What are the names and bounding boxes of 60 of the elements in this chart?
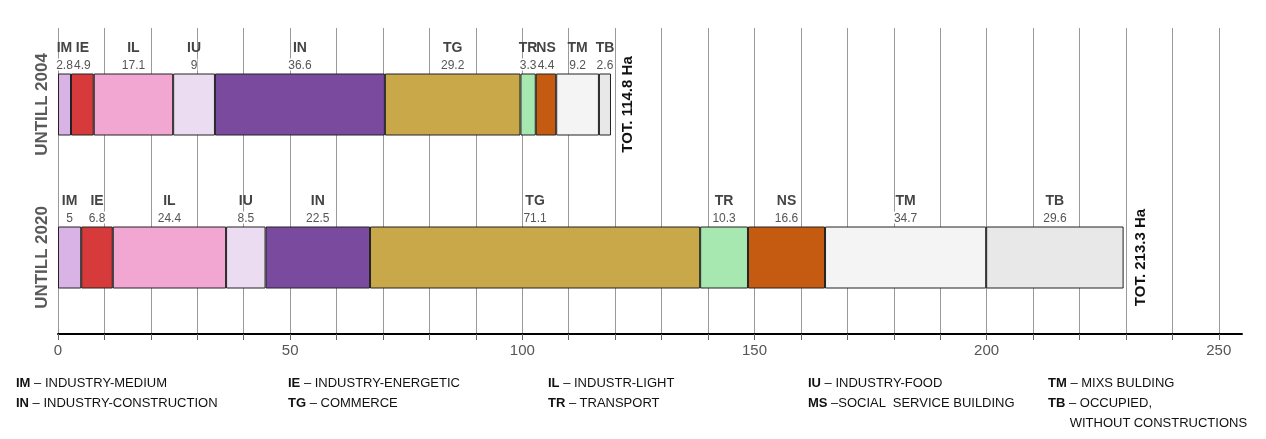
text: TM bbox=[895, 191, 916, 208]
text: IN bbox=[310, 191, 325, 208]
annotation: TOT. 114.8 Ha bbox=[618, 55, 636, 153]
data-label: 2.6 bbox=[596, 57, 614, 72]
series-label: TG bbox=[442, 38, 463, 55]
x-tick-label: 0 bbox=[53, 341, 63, 358]
x-tick-label: 250 bbox=[1206, 341, 1232, 358]
text: IM bbox=[56, 38, 73, 55]
text: TR – TRANSPORT bbox=[548, 394, 660, 410]
x-tick-label: 100 bbox=[509, 341, 535, 358]
series-label: IL bbox=[127, 38, 141, 55]
text: IL – INDUSTR-LIGHT bbox=[548, 374, 675, 390]
text: TG – COMMERCE bbox=[288, 394, 399, 410]
text: IM – INDUSTRY-MEDIUM bbox=[16, 374, 167, 390]
data-label: 4.9 bbox=[74, 57, 92, 72]
text: TB – OCCUPIED, WITHOUT CONSTRUCTIONS bbox=[1048, 394, 1248, 430]
text: IL bbox=[163, 191, 176, 208]
data-label: 6.8 bbox=[88, 210, 106, 225]
data-label: 9.2 bbox=[569, 57, 587, 72]
series-label: TB bbox=[1045, 191, 1065, 208]
annotation: TOT. 213.3 Ha bbox=[1131, 208, 1149, 307]
data-label: 17.1 bbox=[121, 57, 146, 72]
text: IN – INDUSTRY-CONSTRUCTION bbox=[16, 394, 218, 410]
data-label: 8.5 bbox=[237, 210, 255, 225]
data-label: 16.6 bbox=[774, 210, 799, 225]
data-label: 34.7 bbox=[893, 210, 918, 225]
series-label: IM bbox=[61, 191, 78, 208]
text: TM – MIXS BULDING bbox=[1048, 374, 1175, 390]
series-label: IN bbox=[292, 38, 307, 55]
series-label: NS bbox=[776, 191, 797, 208]
data-label: 3.3 bbox=[519, 57, 537, 72]
x-tick-label: 50 bbox=[281, 341, 299, 358]
series-label: IU bbox=[187, 38, 202, 55]
series-label: TR bbox=[714, 191, 734, 208]
x-tick-label: 200 bbox=[974, 341, 1000, 358]
text: TG bbox=[525, 191, 545, 208]
data-label: 24.4 bbox=[157, 210, 182, 225]
data-label: 2.8 bbox=[56, 57, 74, 72]
y-tick-label: UNTILL 2004 bbox=[32, 52, 51, 156]
series-label: TM bbox=[567, 38, 588, 55]
data-label: 4.4 bbox=[537, 57, 555, 72]
text: IU bbox=[238, 191, 253, 208]
text: NS bbox=[536, 38, 556, 55]
text: IE bbox=[90, 191, 104, 208]
data-label: 5 bbox=[66, 210, 74, 225]
data-label: 71.1 bbox=[523, 210, 548, 225]
series-label: IE bbox=[75, 38, 89, 55]
data-label: 36.6 bbox=[288, 57, 312, 72]
text: TR bbox=[518, 38, 538, 55]
text: MS –SOCIAL SERVICE BUILDING bbox=[808, 394, 1015, 410]
text: IU – INDUSTRY-FOOD bbox=[808, 374, 943, 390]
data-label: 9 bbox=[190, 57, 198, 72]
data-label: 10.3 bbox=[712, 210, 737, 225]
text: TB bbox=[595, 38, 615, 55]
data-label: 29.2 bbox=[440, 57, 465, 72]
data-label: 29.6 bbox=[1043, 210, 1067, 225]
y-tick-label: UNTILL 2020 bbox=[32, 206, 51, 309]
text: IE – INDUSTRY-ENERGETIC bbox=[288, 374, 460, 390]
x-tick-label: 150 bbox=[741, 341, 767, 358]
data-label: 22.5 bbox=[306, 210, 330, 225]
